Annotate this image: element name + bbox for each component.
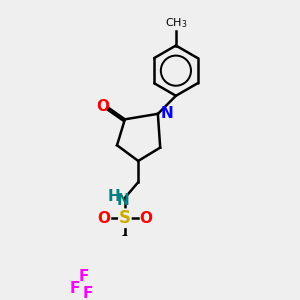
Text: CH$_3$: CH$_3$: [165, 16, 187, 30]
Text: F: F: [79, 269, 89, 284]
Text: F: F: [83, 286, 93, 300]
Text: N: N: [117, 194, 130, 208]
Text: O: O: [96, 99, 110, 114]
Text: O: O: [140, 211, 153, 226]
Text: N: N: [160, 106, 173, 121]
Text: H: H: [107, 189, 120, 204]
Text: S: S: [119, 209, 131, 227]
Text: F: F: [70, 280, 80, 296]
Text: O: O: [97, 211, 110, 226]
